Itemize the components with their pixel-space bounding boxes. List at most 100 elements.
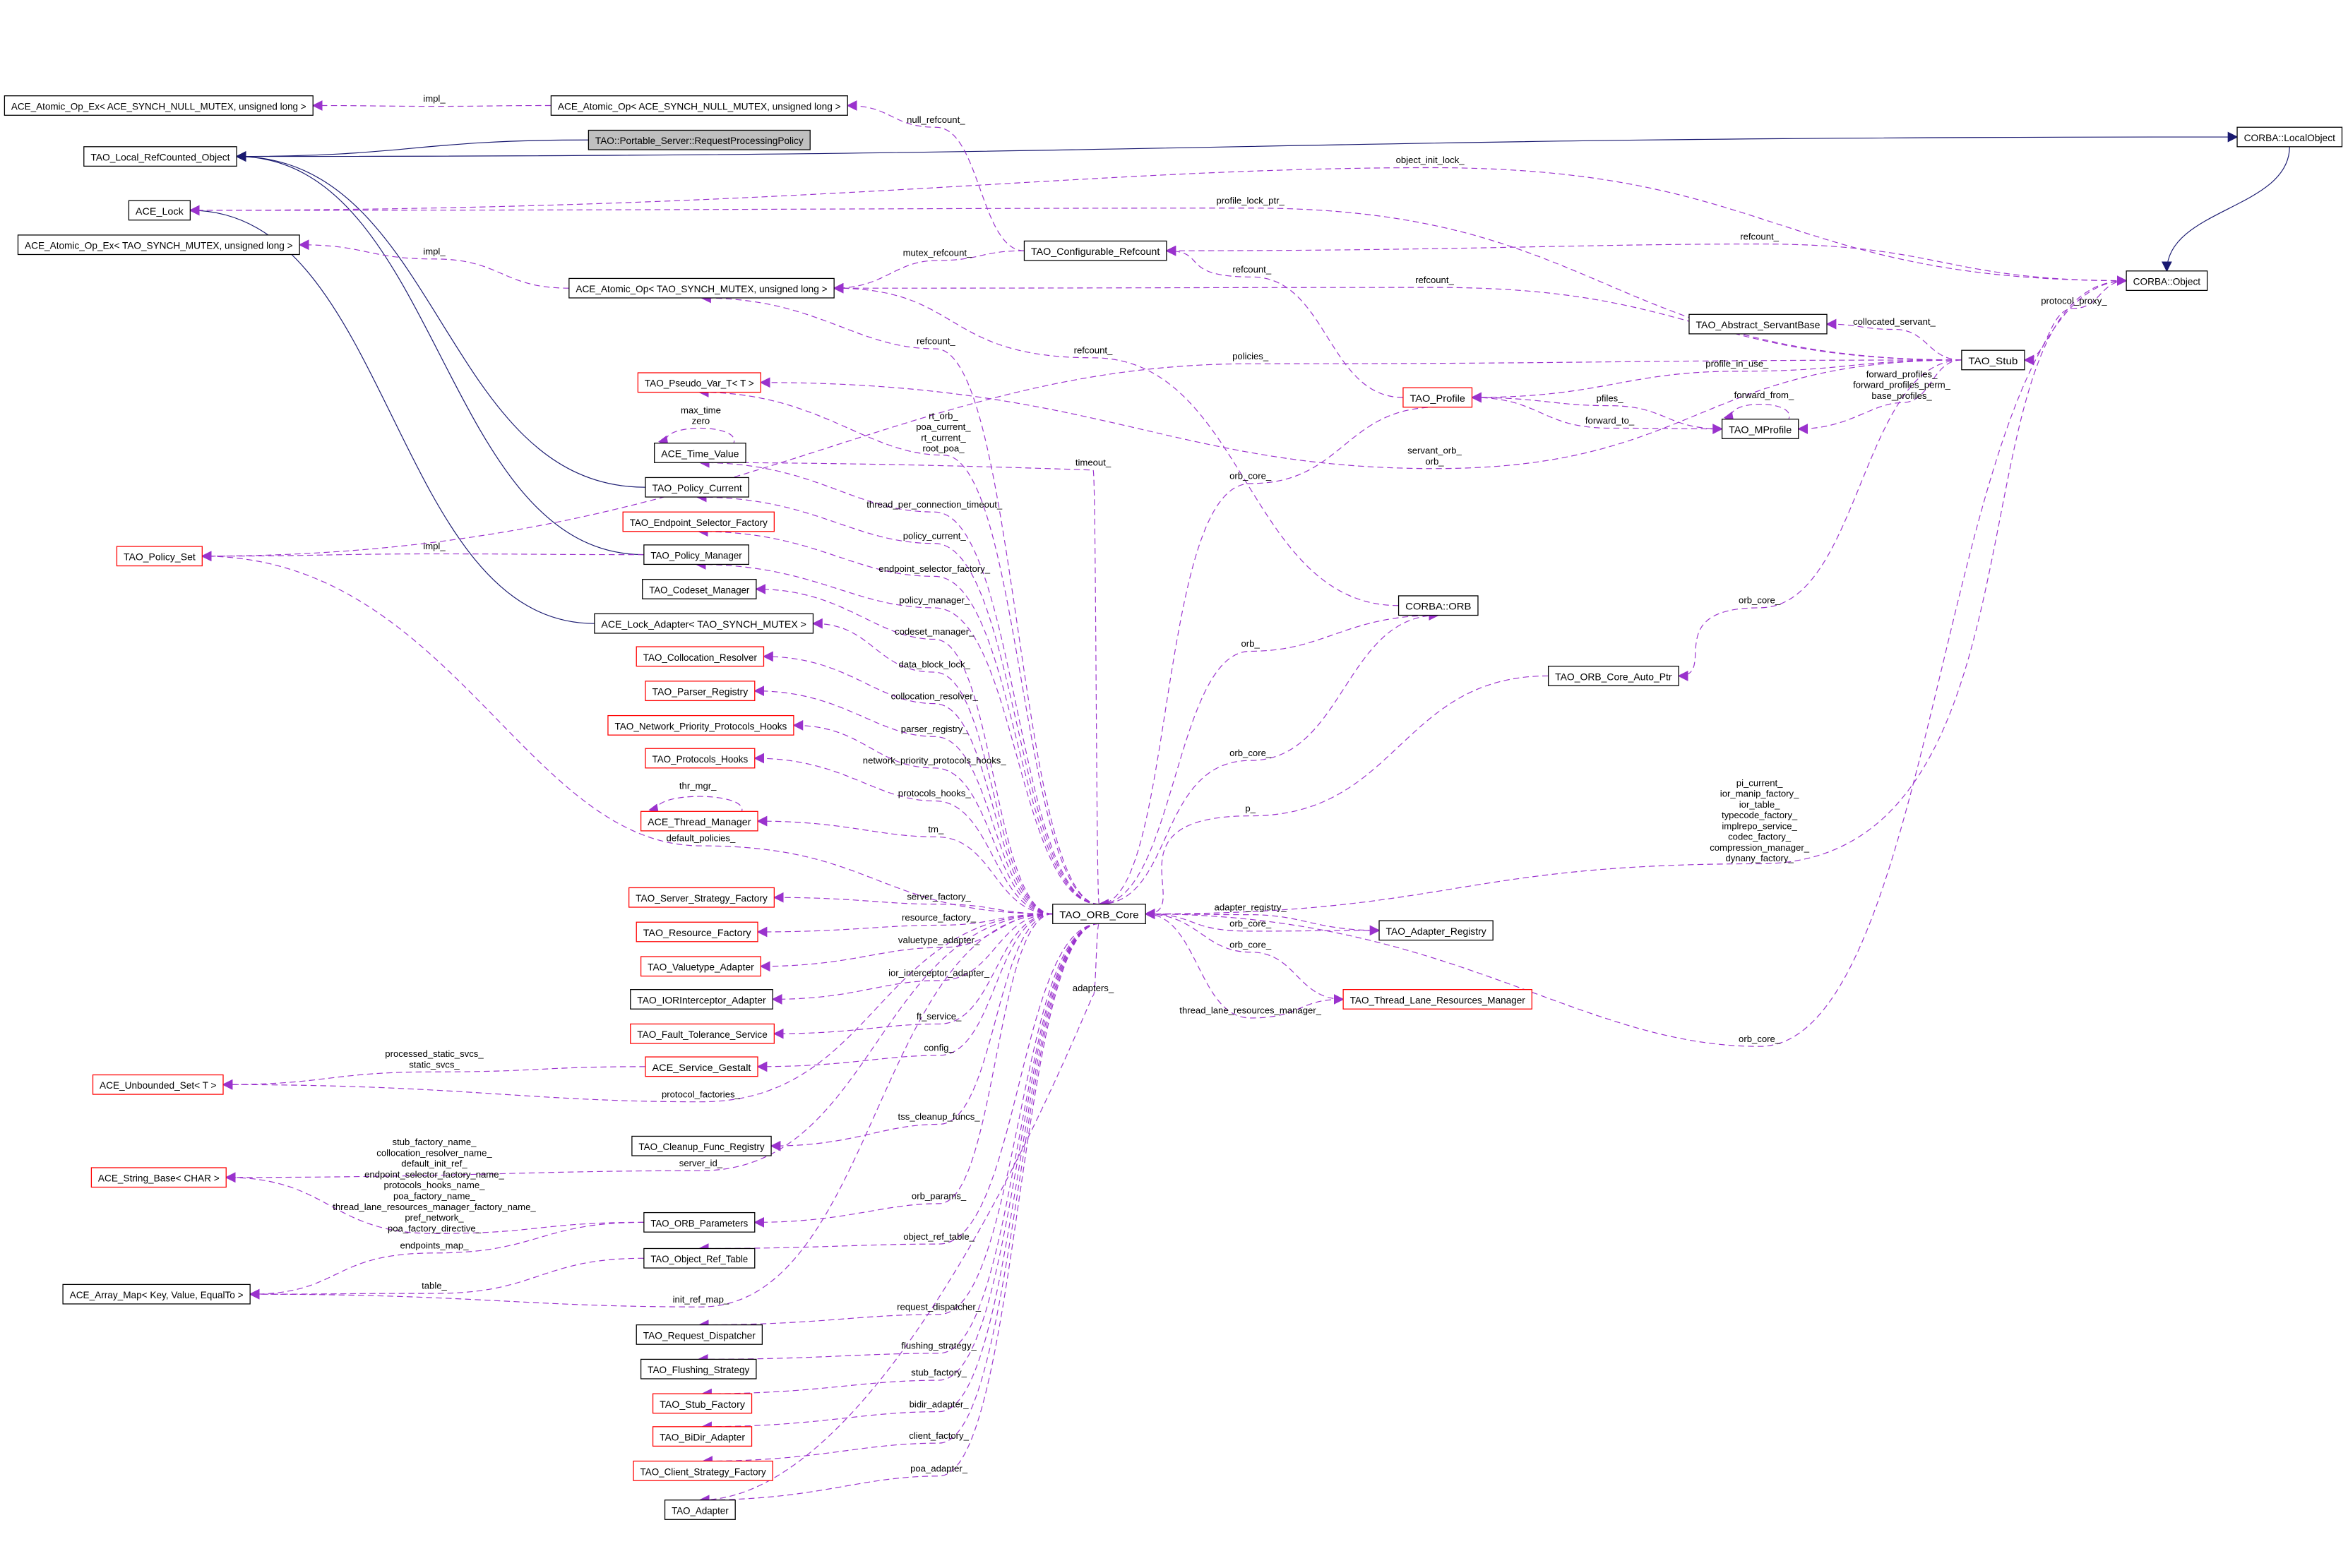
class-node-ace-service-gestalt[interactable]: ACE_Service_Gestalt bbox=[645, 1056, 758, 1077]
class-node-box bbox=[664, 1500, 736, 1520]
edge-inherits-tao-policy-manager-to-tao-local-refcounted-object bbox=[235, 151, 644, 556]
edge-label: config_ bbox=[924, 1043, 954, 1053]
edge-uses-tao-orb-core-to-tao-network-priority-protocols-hooks bbox=[792, 719, 1053, 915]
class-node-ace-atomic-op-ace-synch-null-mutex-unsigned-long[interactable]: ACE_Atomic_Op< ACE_SYNCH_NULL_MUTEX, uns… bbox=[550, 95, 848, 116]
class-node-label: ACE_Service_Gestalt bbox=[652, 1062, 751, 1073]
class-node-tao-configurable-refcount[interactable]: TAO_Configurable_Refcount bbox=[1023, 240, 1167, 261]
class-node-tao-resource-factory[interactable]: TAO_Resource_Factory bbox=[636, 921, 758, 942]
class-node-ace-atomic-op-ex-ace-synch-null-mutex-unsigned-long[interactable]: ACE_Atomic_Op_Ex< ACE_SYNCH_NULL_MUTEX, … bbox=[4, 95, 314, 116]
class-node-tao-stub[interactable]: TAO_Stub bbox=[1961, 349, 2025, 371]
class-node-tao-abstract-servantbase[interactable]: TAO_Abstract_ServantBase bbox=[1688, 313, 1828, 335]
class-node-ace-atomic-op-ex-tao-synch-mutex-unsigned-long[interactable]: ACE_Atomic_Op_Ex< TAO_SYNCH_MUTEX, unsig… bbox=[17, 234, 300, 256]
class-node-tao-collocation-resolver[interactable]: TAO_Collocation_Resolver bbox=[636, 646, 765, 667]
class-node-tao-policy-current[interactable]: TAO_Policy_Current bbox=[645, 477, 749, 498]
edge-label: ior_interceptor_adapter_ bbox=[888, 968, 990, 978]
class-node-label: TAO_ORB_Core_Auto_Ptr bbox=[1555, 671, 1672, 682]
edge-label: codeset_manager_ bbox=[895, 626, 975, 637]
class-node-box bbox=[1052, 904, 1146, 924]
edge-label: collocated_servant_ bbox=[1853, 316, 1936, 327]
class-node-ace-lock-adapter-tao-synch-mutex[interactable]: ACE_Lock_Adapter< TAO_SYNCH_MUTEX > bbox=[594, 613, 814, 634]
class-node-box bbox=[640, 1358, 757, 1380]
class-node-tao-stub-factory[interactable]: TAO_Stub_Factory bbox=[652, 1393, 753, 1414]
edge-uses-tao-orb-core-to-tao-request-dispatcher bbox=[698, 923, 1099, 1331]
edge-label: profile_in_use_ bbox=[1705, 359, 1769, 369]
edge-label: ior_manip_factory_ bbox=[1720, 789, 1799, 799]
edge-label: request_dispatcher_ bbox=[897, 1301, 982, 1312]
class-node-box bbox=[128, 200, 191, 221]
class-node-corba-object[interactable]: CORBA::Object bbox=[2126, 270, 2208, 292]
class-node-tao-mprofile[interactable]: TAO_MProfile bbox=[1721, 419, 1799, 439]
class-node-tao-valuetype-adapter[interactable]: TAO_Valuetype_Adapter bbox=[640, 956, 761, 977]
edge-label: init_ref_map_ bbox=[673, 1294, 729, 1305]
class-node-tao-flushing-strategy[interactable]: TAO_Flushing_Strategy bbox=[640, 1358, 757, 1380]
class-node-tao-parser-registry[interactable]: TAO_Parser_Registry bbox=[645, 681, 756, 702]
class-node-tao-profile[interactable]: TAO_Profile bbox=[1402, 387, 1473, 408]
edge-label: endpoint_selector_factory_ bbox=[878, 563, 990, 574]
class-node-tao-bidir-adapter[interactable]: TAO_BiDir_Adapter bbox=[652, 1426, 753, 1447]
class-node-ace-lock[interactable]: ACE_Lock bbox=[128, 200, 191, 221]
edge-uses-tao-orb-core-to-ace-service-gestalt bbox=[756, 913, 1053, 1072]
edge-label: servant_orb_ bbox=[1407, 445, 1462, 456]
class-node-label: ACE_Time_Value bbox=[661, 448, 739, 459]
class-node-box bbox=[1378, 920, 1494, 941]
edge-label: default_init_ref_ bbox=[401, 1159, 467, 1169]
class-node-tao-adapter-registry[interactable]: TAO_Adapter_Registry bbox=[1378, 920, 1494, 941]
edge-uses-tao-orb-core-to-tao-bidir-adapter bbox=[701, 923, 1099, 1432]
edge-labels-layer: impl_ null_refcount_ object_init_lock_prof… bbox=[333, 93, 2107, 1473]
class-node-label: TAO_Object_Ref_Table bbox=[650, 1253, 748, 1264]
edge-label: protocols_hooks_name_ bbox=[383, 1180, 485, 1190]
class-node-tao-codeset-manager[interactable]: TAO_Codeset_Manager bbox=[642, 578, 757, 599]
edge-label: protocols_hooks_ bbox=[898, 788, 972, 798]
class-node-tao-policy-manager[interactable]: TAO_Policy_Manager bbox=[643, 544, 749, 565]
class-node-ace-unbounded-set-t[interactable]: ACE_Unbounded_Set< T > bbox=[92, 1074, 224, 1095]
class-node-tao-endpoint-selector-factory[interactable]: TAO_Endpoint_Selector_Factory bbox=[622, 511, 775, 532]
class-node-tao-object-ref-table[interactable]: TAO_Object_Ref_Table bbox=[643, 1247, 756, 1269]
class-node-tao-portable-server-requestprocessingpolicy[interactable]: TAO::Portable_Server::RequestProcessingP… bbox=[588, 129, 811, 150]
class-node-tao-thread-lane-resources-manager[interactable]: TAO_Thread_Lane_Resources_Manager bbox=[1342, 989, 1532, 1010]
edge-uses-tao-policy-manager-to-tao-policy-set bbox=[201, 551, 644, 562]
class-node-corba-orb[interactable]: CORBA::ORB bbox=[1398, 595, 1479, 616]
edge-label: implrepo_service_ bbox=[1722, 820, 1797, 831]
class-node-ace-time-value[interactable]: ACE_Time_Value bbox=[654, 443, 746, 463]
class-node-tao-protocols-hooks[interactable]: TAO_Protocols_Hooks bbox=[645, 748, 756, 769]
class-node-corba-localobject[interactable]: CORBA::LocalObject bbox=[2236, 126, 2343, 148]
class-node-ace-array-map-key-value-equalto[interactable]: ACE_Array_Map< Key, Value, EqualTo > bbox=[62, 1283, 251, 1305]
edge-label: valuetype_adapter_ bbox=[898, 935, 980, 945]
class-node-label: ACE_Atomic_Op_Ex< ACE_SYNCH_NULL_MUTEX, … bbox=[11, 100, 306, 112]
class-node-ace-string-base-char[interactable]: ACE_String_Base< CHAR > bbox=[90, 1167, 227, 1188]
edge-uses-tao-orb-core-to-tao-parser-registry bbox=[753, 686, 1053, 915]
class-node-box bbox=[568, 277, 835, 299]
class-node-label: TAO_BiDir_Adapter bbox=[660, 1432, 745, 1443]
class-node-tao-iorinterceptor-adapter[interactable]: TAO_IORInterceptor_Adapter bbox=[630, 989, 773, 1010]
class-node-label: CORBA::ORB bbox=[1405, 601, 1471, 612]
class-node-tao-request-dispatcher[interactable]: TAO_Request_Dispatcher bbox=[636, 1324, 763, 1345]
edge-uses-tao-orb-core-to-tao-fault-tolerance-service bbox=[773, 913, 1053, 1039]
class-node-tao-fault-tolerance-service[interactable]: TAO_Fault_Tolerance_Service bbox=[630, 1023, 775, 1044]
class-node-box bbox=[622, 511, 775, 532]
edge-uses-tao-orb-core-to-tao-codeset-manager bbox=[755, 583, 1053, 915]
class-node-tao-orb-parameters[interactable]: TAO_ORB_Parameters bbox=[643, 1211, 756, 1233]
class-node-ace-thread-manager[interactable]: ACE_Thread_Manager bbox=[640, 810, 758, 832]
class-node-box bbox=[1688, 313, 1828, 335]
edge-inherits-tao-portable-server-requestprocessingpolicy-to-tao-local-refcounted-object bbox=[235, 139, 589, 162]
class-node-tao-client-strategy-factory[interactable]: TAO_Client_Strategy_Factory bbox=[633, 1460, 773, 1481]
class-node-tao-cleanup-func-registry[interactable]: TAO_Cleanup_Func_Registry bbox=[631, 1135, 772, 1156]
class-node-tao-network-priority-protocols-hooks[interactable]: TAO_Network_Priority_Protocols_Hooks bbox=[607, 714, 794, 736]
class-node-tao-adapter[interactable]: TAO_Adapter bbox=[664, 1500, 736, 1520]
class-node-tao-orb-core-auto-ptr[interactable]: TAO_ORB_Core_Auto_Ptr bbox=[1547, 665, 1679, 686]
edge-label: poa_factory_directive_ bbox=[388, 1223, 482, 1233]
class-node-tao-policy-set[interactable]: TAO_Policy_Set bbox=[116, 546, 203, 567]
class-node-tao-pseudo-var-t-t[interactable]: TAO_Pseudo_Var_T< T > bbox=[637, 372, 761, 393]
class-node-tao-orb-core[interactable]: TAO_ORB_Core bbox=[1052, 904, 1146, 924]
class-node-label: TAO_ORB_Core bbox=[1059, 909, 1139, 920]
class-node-ace-atomic-op-tao-synch-mutex-unsigned-long[interactable]: ACE_Atomic_Op< TAO_SYNCH_MUTEX, unsigned… bbox=[568, 277, 835, 299]
class-node-tao-server-strategy-factory[interactable]: TAO_Server_Strategy_Factory bbox=[628, 887, 775, 908]
class-node-tao-local-refcounted-object[interactable]: TAO_Local_RefCounted_Object bbox=[83, 146, 237, 167]
class-node-box bbox=[1547, 665, 1679, 686]
class-node-label: TAO_Thread_Lane_Resources_Manager bbox=[1350, 994, 1525, 1005]
class-node-label: ACE_Thread_Manager bbox=[648, 816, 751, 827]
nodes-layer: ACE_Atomic_Op_Ex< ACE_SYNCH_NULL_MUTEX, … bbox=[4, 95, 2343, 1520]
edge-uses-tao-orb-parameters-to-ace-string-base-char bbox=[225, 1172, 644, 1234]
class-node-box bbox=[630, 989, 773, 1010]
